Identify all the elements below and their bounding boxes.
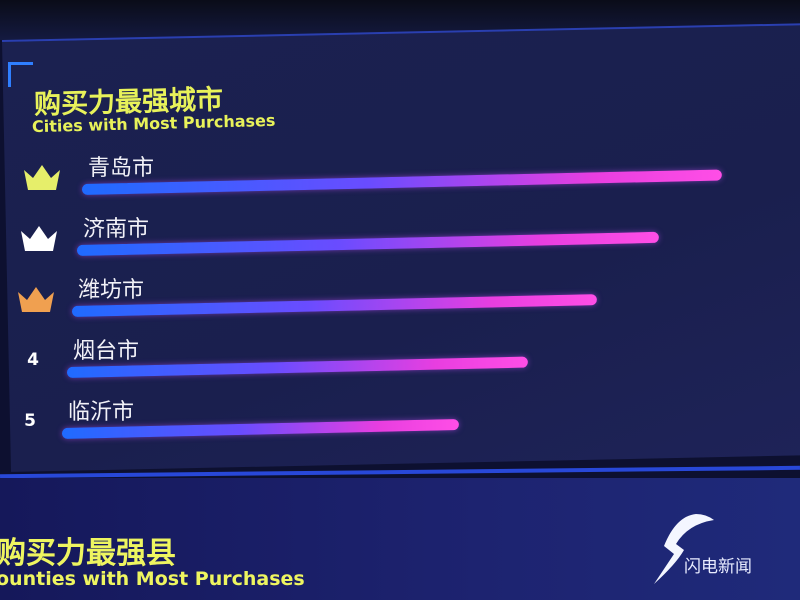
next-section-subtitle: ounties with Most Purchases	[0, 568, 305, 590]
crown-icon	[14, 284, 58, 314]
city-label: 青岛市	[88, 156, 155, 181]
watermark-text: 闪电新闻	[684, 557, 752, 577]
lightning-news-logo-icon	[654, 514, 714, 584]
city-label: 临沂市	[68, 400, 135, 425]
city-label: 济南市	[83, 217, 150, 242]
next-section-title: 购买力最强县	[0, 536, 176, 571]
panel-corner-decoration	[8, 62, 33, 87]
rank-number: 4	[27, 350, 39, 370]
crown-icon	[20, 162, 64, 192]
city-label: 烟台市	[73, 339, 140, 364]
next-section-panel	[0, 478, 800, 600]
rank-number: 5	[24, 411, 36, 431]
crown-icon	[17, 223, 61, 253]
city-label: 潍坊市	[78, 278, 145, 303]
